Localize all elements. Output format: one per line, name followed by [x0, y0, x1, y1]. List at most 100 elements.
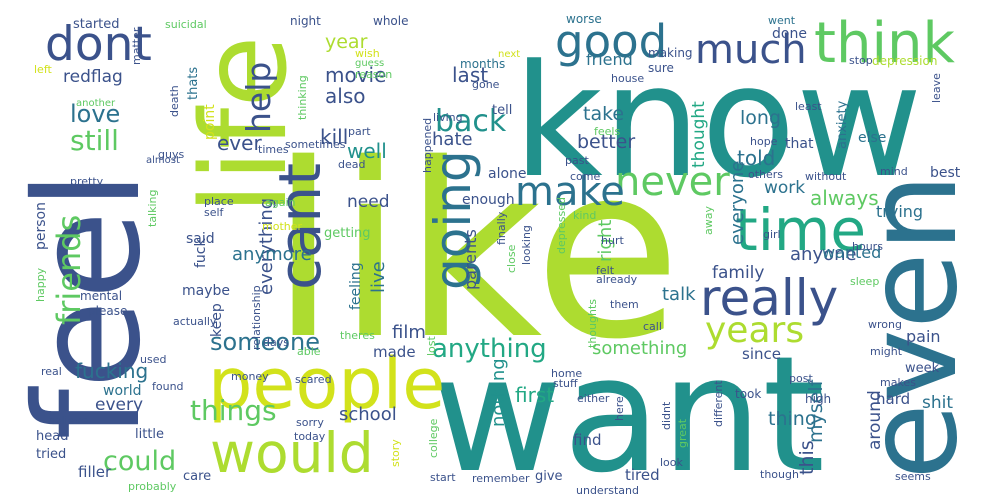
word-found: found [152, 380, 184, 393]
word-always: always [810, 186, 879, 210]
word-still: still [70, 124, 119, 157]
word-matter: matter [130, 27, 143, 65]
word-kill: kill [320, 125, 348, 149]
word-tell: tell [492, 103, 512, 118]
word-different: different [712, 380, 725, 427]
word-know: know [513, 31, 923, 212]
word-little: little [135, 427, 164, 442]
word-though: though [760, 468, 799, 481]
word-started: started [73, 17, 120, 32]
word-talk: talk [662, 284, 696, 305]
word-long: long [740, 107, 781, 129]
word-every: every [95, 395, 143, 415]
word-feel: feel [4, 170, 173, 440]
word-looking: looking [520, 225, 533, 265]
word-thats: thats [186, 67, 201, 100]
word-first: first [515, 383, 554, 407]
word-world: world [103, 383, 142, 399]
word-life: life [175, 35, 313, 215]
word-girl: girl [763, 228, 781, 241]
word-sure: sure [648, 61, 674, 75]
word-call: call [643, 320, 662, 333]
word-made: made [373, 343, 416, 361]
word-week: week [905, 361, 940, 376]
word-pain: pain [906, 327, 941, 346]
word-year: year [325, 31, 368, 53]
word-alone: alone [488, 166, 527, 182]
word-either: either [577, 392, 610, 405]
word-mind: mind [880, 165, 908, 178]
word-feeling: feeling [348, 262, 364, 310]
word-film: film [392, 322, 426, 343]
word-ever: ever [217, 131, 262, 155]
word-gone: gone [472, 78, 500, 91]
word-point: point [202, 104, 218, 140]
word-years: years [705, 310, 804, 351]
word-shit: shit [922, 393, 953, 413]
word-stop: stop [849, 54, 873, 67]
word-school: school [339, 404, 397, 425]
word-thought: thought [689, 101, 709, 168]
word-almost: almost [146, 155, 180, 166]
word-scared: scared [295, 373, 332, 386]
word-sleep: sleep [850, 275, 879, 288]
word-mental: mental [80, 289, 122, 303]
word-another: another [76, 98, 116, 109]
word-thinking: thinking [296, 75, 309, 120]
word-whole: whole [373, 14, 408, 28]
word-cant: cant [266, 163, 334, 290]
word-leave: leave [930, 73, 943, 103]
word-lost: lost [425, 335, 438, 356]
word-hours: hours [852, 240, 883, 253]
word-take: take [583, 103, 624, 125]
word-high: high [805, 392, 831, 406]
word-dont: dont [45, 17, 152, 72]
word-please: please [88, 304, 127, 318]
word-would: would [210, 421, 374, 485]
word-seems: seems [895, 470, 931, 483]
word-also: also [325, 84, 365, 108]
word-probably: probably [128, 480, 177, 493]
word-around: around [865, 390, 885, 450]
word-house: house [611, 72, 644, 85]
word-again: again [265, 196, 296, 209]
word-good: good [555, 15, 667, 68]
word-hope: hope [750, 135, 778, 148]
word-guys: guys [158, 148, 184, 161]
word-told: told [737, 146, 775, 170]
word-today: today [294, 430, 326, 443]
word-feels: feels [594, 125, 620, 138]
word-filler: filler [78, 463, 112, 481]
word-much: much [695, 27, 807, 73]
word-work: work [764, 178, 805, 198]
word-days: days [263, 336, 289, 349]
word-depression: depression [872, 54, 937, 68]
word-took: took [735, 387, 761, 401]
word-well: well [347, 139, 387, 163]
word-living: living [433, 111, 463, 124]
word-wanted: wanted [822, 243, 881, 262]
word-here: here [613, 396, 626, 421]
word-worse: worse [566, 12, 602, 26]
word-like: like [270, 112, 681, 392]
word-keep: keep [209, 303, 225, 337]
word-reason: reason [355, 68, 392, 81]
word-hurt: hurt [601, 234, 624, 247]
word-best: best [930, 165, 961, 181]
word-everyone: everyone [727, 161, 748, 245]
word-past: past [565, 154, 589, 167]
word-getting: getting [324, 226, 371, 241]
word-look: look [660, 456, 684, 469]
word-want: want [432, 321, 825, 500]
word-college: college [427, 418, 440, 458]
word-thing: thing [768, 408, 817, 430]
word-movie: movie [325, 63, 386, 87]
word-think: think [814, 11, 956, 76]
word-nothing: nothing [488, 358, 509, 427]
word-months: months [460, 57, 505, 71]
word-sorry: sorry [296, 416, 324, 429]
word-make: make [515, 169, 625, 215]
word-left: left [34, 63, 53, 76]
word-live: live [368, 261, 389, 293]
